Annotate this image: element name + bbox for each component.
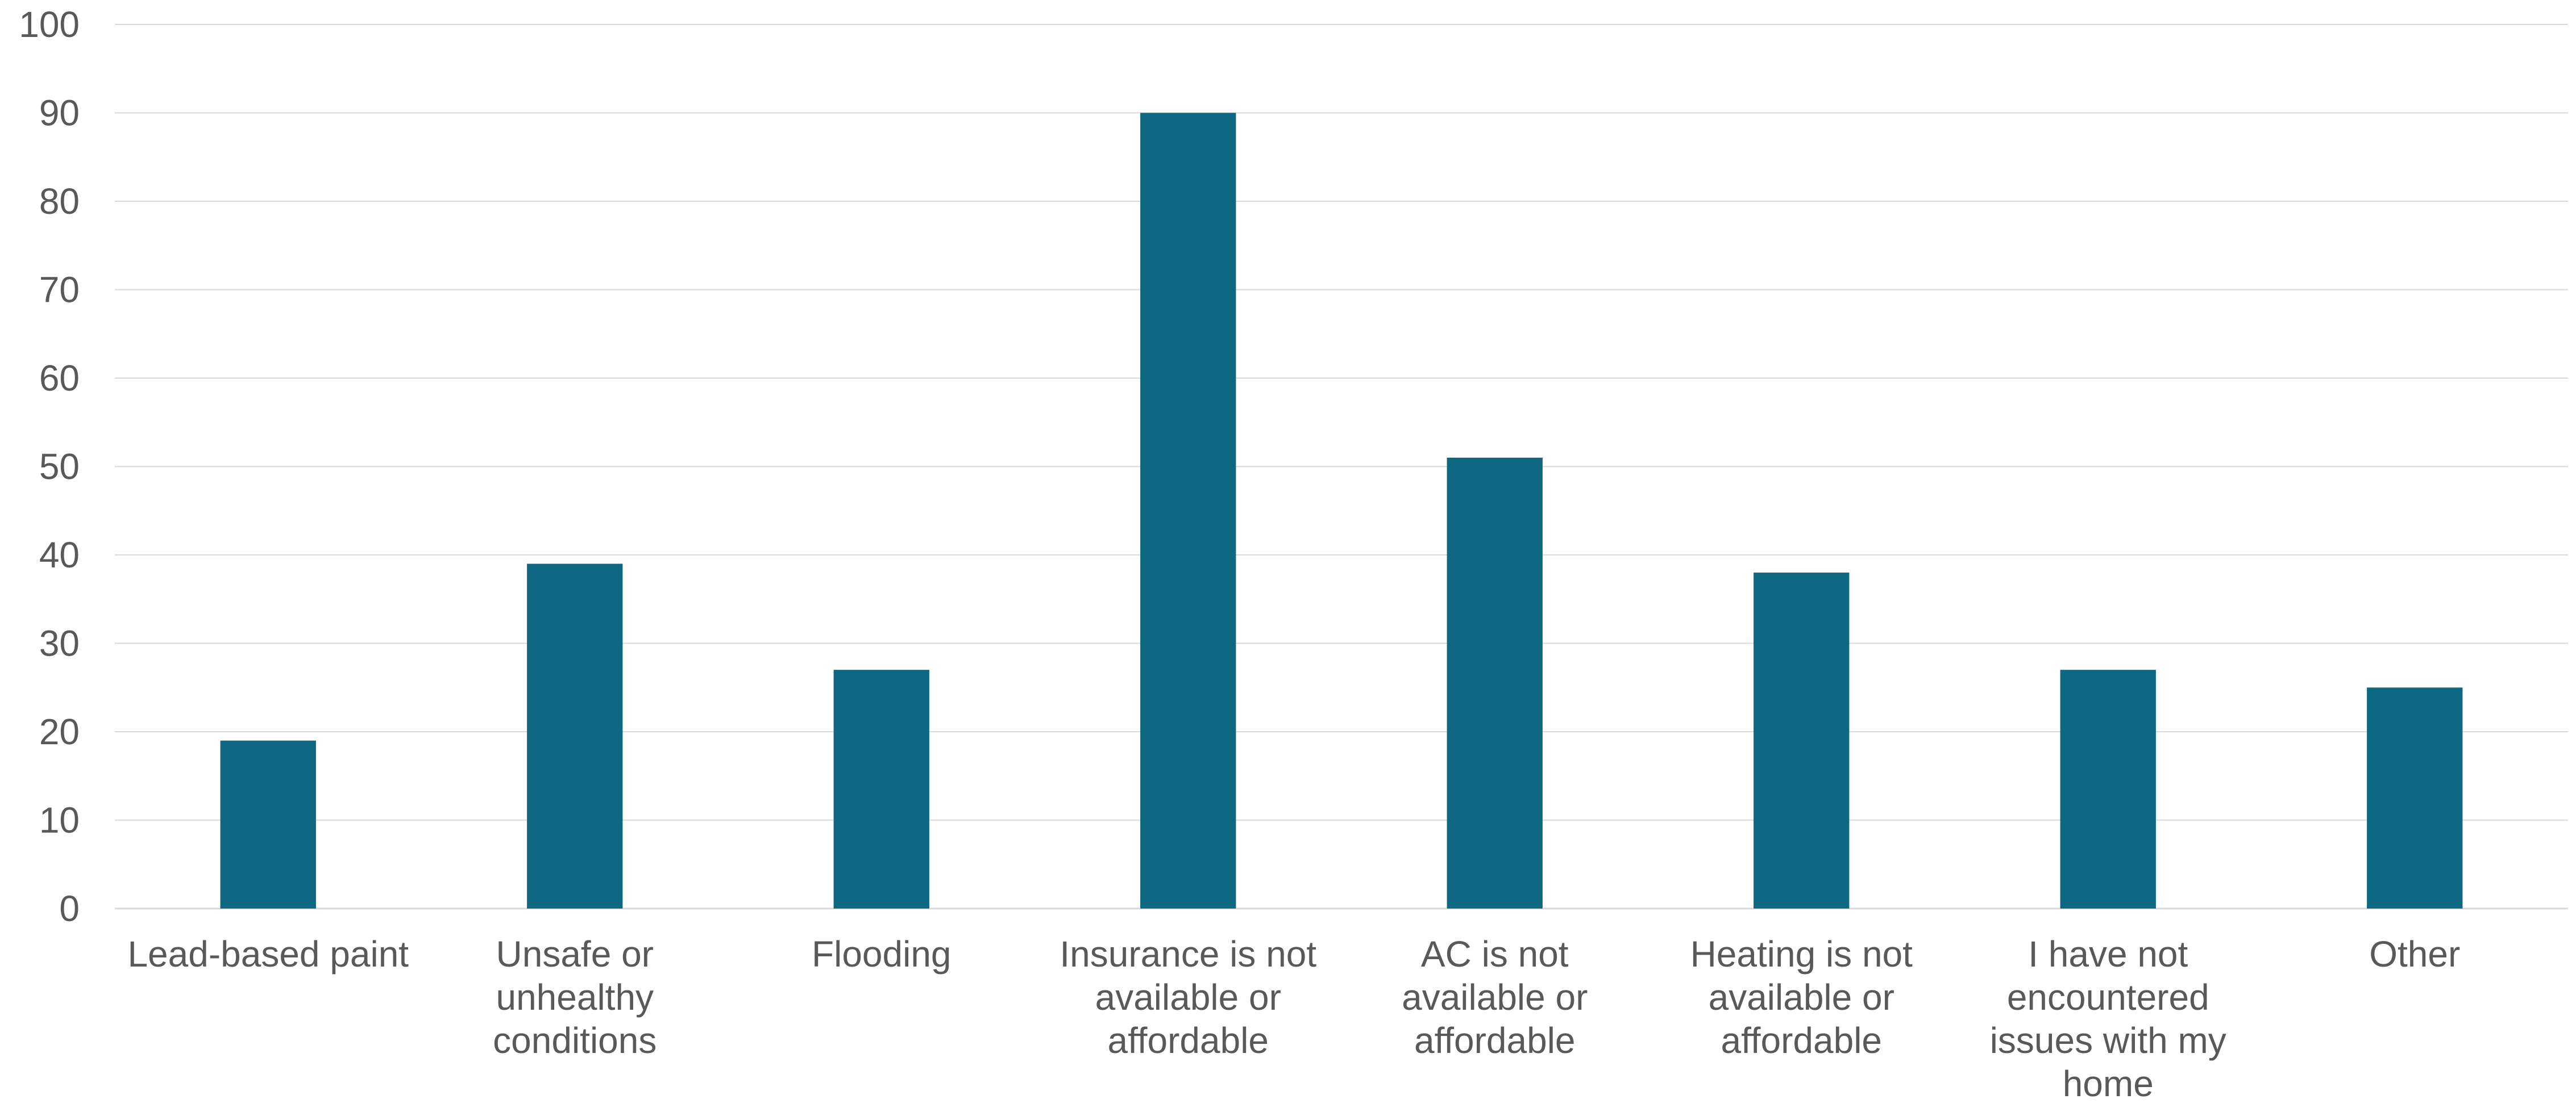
y-tick-label: 70 [39, 269, 80, 310]
bar [1447, 457, 1543, 909]
x-axis: Lead-based paint Unsafe or unhealthy condit… [127, 934, 2460, 1103]
bars [220, 113, 2463, 909]
bar [1754, 573, 1850, 909]
bar [220, 740, 316, 909]
y-tick-label: 100 [19, 4, 80, 45]
x-tick-label: Insurance is not available or affordable [1060, 934, 1316, 1061]
x-tick-label: Heating is not available or affordable [1690, 934, 1913, 1061]
gridlines [115, 24, 2568, 910]
y-tick-label: 60 [39, 358, 80, 399]
bar [1140, 113, 1236, 909]
y-tick-label: 80 [39, 181, 80, 222]
bar [833, 670, 929, 909]
x-tick-label: Flooding [812, 934, 952, 975]
y-tick-label: 0 [59, 888, 80, 929]
x-tick-label: I have not encountered issues with my home [1990, 934, 2226, 1103]
x-tick-label: Other [2369, 934, 2460, 975]
y-tick-label: 30 [39, 623, 80, 664]
x-tick-label: Lead-based paint [127, 934, 409, 975]
bar [2060, 670, 2156, 909]
bar [2367, 687, 2463, 909]
bar [527, 563, 623, 909]
y-tick-label: 20 [39, 711, 80, 752]
y-tick-label: 50 [39, 446, 80, 487]
y-tick-label: 10 [39, 800, 80, 841]
y-tick-label: 40 [39, 534, 80, 575]
x-tick-label: AC is not available or affordable [1402, 934, 1588, 1061]
y-tick-label: 90 [39, 93, 80, 134]
x-tick-label: Unsafe or unhealthy conditions [493, 934, 657, 1061]
y-axis: 0 10 20 30 40 50 60 70 80 90 100 [19, 4, 80, 929]
